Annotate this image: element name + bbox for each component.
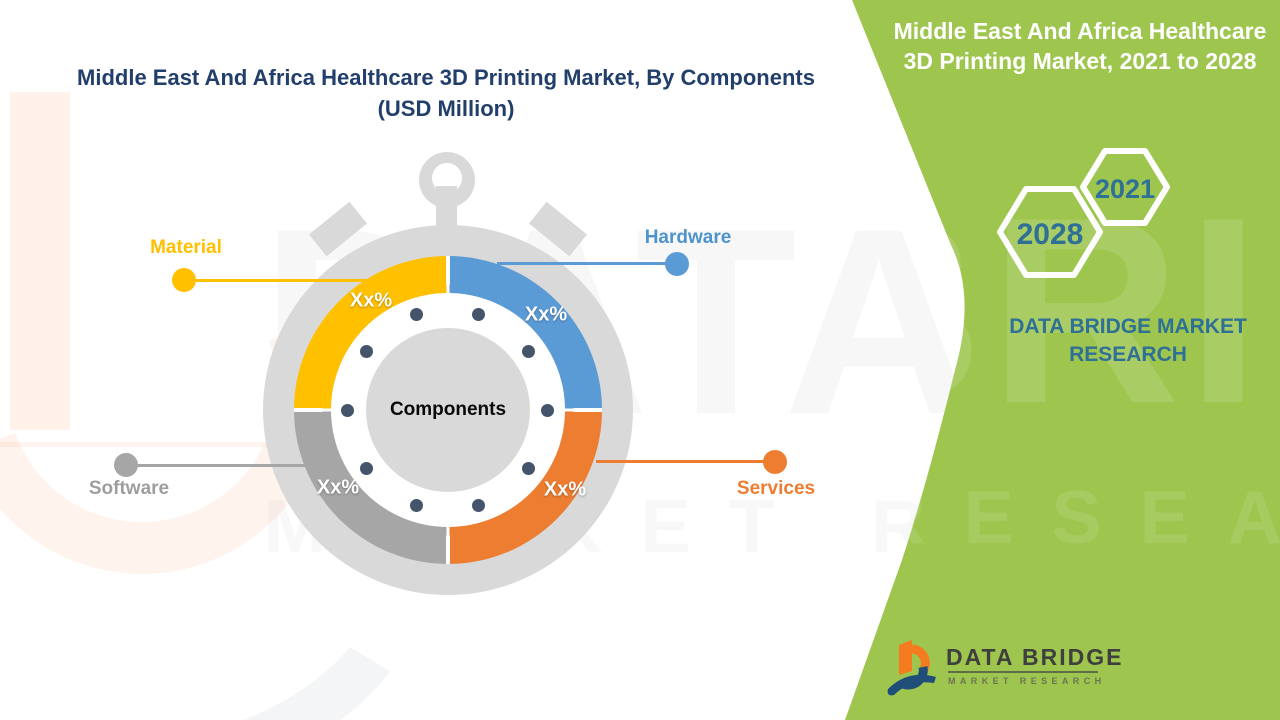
brand-text: DATA BRIDGE MARKET RESEARCH: [1009, 315, 1247, 367]
right-panel-title: Middle East And Africa Healthcare 3D Pri…: [888, 16, 1272, 77]
leader-line-hardware: [497, 262, 670, 265]
callout-dot-services: [763, 450, 787, 474]
clock-dot: [410, 308, 423, 321]
callout-dot-software: [114, 453, 138, 477]
leader-line-material: [196, 279, 368, 282]
percent-label-hardware: Xx%: [524, 303, 568, 326]
clock-dot: [341, 404, 354, 417]
year-2021-label: 2021: [1095, 174, 1155, 204]
callout-dot-material: [172, 268, 196, 292]
clock-dot: [541, 404, 554, 417]
chart-center-label: Components: [389, 399, 507, 420]
data-bridge-logo-icon: [887, 640, 936, 696]
leader-line-services: [596, 460, 766, 463]
segment-label-hardware: Hardware: [644, 227, 732, 248]
clock-dot: [410, 499, 423, 512]
green-panel-shape: [845, 0, 1280, 720]
right-panel-title-line2: 3D Printing Market, 2021 to 2028: [903, 48, 1257, 75]
footer-logo-title: DATA BRIDGE: [946, 644, 1124, 670]
clock-dot: [522, 462, 535, 475]
year-2028-label: 2028: [1017, 218, 1084, 251]
clock-dot: [360, 462, 373, 475]
clock-dot: [522, 345, 535, 358]
footer-logo-divider: [948, 671, 1098, 673]
chart-title: Middle East And Africa Healthcare 3D Pri…: [40, 62, 852, 124]
callout-dot-hardware: [665, 252, 689, 276]
percent-label-services: Xx%: [543, 478, 587, 501]
stopwatch-crown-stem: [436, 186, 457, 228]
segment-label-software: Software: [88, 478, 170, 499]
chart-title-line1: Middle East And Africa Healthcare 3D Pri…: [77, 65, 815, 90]
chart-title-line2: (USD Million): [377, 96, 515, 122]
right-panel-title-line1: Middle East And Africa Healthcare: [893, 18, 1267, 44]
percent-label-software: Xx%: [316, 476, 360, 499]
hexagon-2021: [1080, 148, 1170, 226]
watermark-line2-on-green: MARKET RESEARCH: [264, 475, 1280, 559]
clock-dot: [472, 499, 485, 512]
segment-label-material: Material: [150, 237, 222, 258]
hexagon-2028: [997, 186, 1103, 278]
chart-center: Components: [366, 328, 530, 492]
watermark-logo-bar: [10, 92, 70, 430]
segment-label-services: Services: [736, 478, 816, 499]
clock-dot: [360, 345, 373, 358]
leader-line-software: [137, 464, 307, 467]
clock-dot: [472, 308, 485, 321]
percent-label-material: Xx%: [349, 289, 393, 312]
footer-logo-subtitle: MARKET RESEARCH: [948, 676, 1106, 686]
watermark-logo-baseline: [0, 442, 470, 447]
